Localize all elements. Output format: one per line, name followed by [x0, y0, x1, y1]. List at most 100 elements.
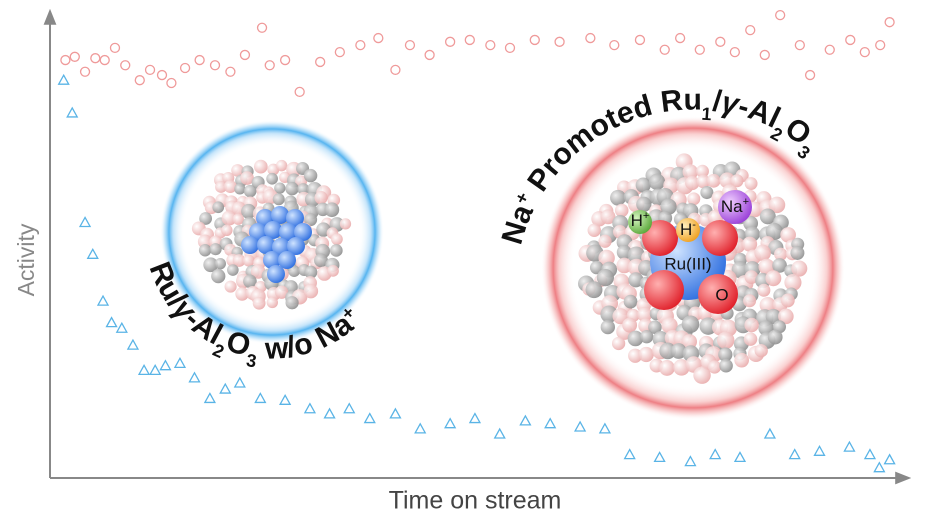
point	[137, 364, 151, 376]
point	[653, 451, 666, 463]
atom	[744, 177, 758, 190]
point	[404, 39, 416, 51]
atom	[227, 264, 239, 276]
point	[875, 39, 886, 51]
point	[873, 461, 886, 473]
atom	[758, 320, 774, 336]
atom	[685, 175, 700, 191]
point	[863, 448, 877, 460]
point	[233, 376, 246, 388]
y-axis-label: Activity	[13, 223, 39, 296]
point	[684, 455, 697, 467]
atom	[288, 265, 301, 278]
sodium-label: Na+	[721, 196, 749, 217]
atom	[639, 329, 654, 344]
atom	[232, 254, 246, 267]
point	[519, 414, 532, 426]
points	[57, 9, 896, 473]
label-part: -	[692, 219, 696, 231]
point	[804, 69, 816, 81]
atom	[648, 173, 666, 191]
atom	[241, 203, 257, 219]
point	[845, 34, 856, 46]
atom	[754, 244, 771, 262]
atom	[791, 260, 808, 277]
atom	[596, 269, 615, 287]
point	[134, 75, 145, 86]
point	[159, 359, 172, 371]
atom	[235, 287, 249, 301]
atom	[744, 317, 759, 333]
point	[554, 36, 565, 47]
ru-atom	[271, 206, 289, 224]
point	[149, 364, 162, 376]
atom	[223, 180, 237, 194]
point	[99, 54, 110, 66]
point	[109, 42, 121, 54]
atom	[303, 168, 318, 183]
atom	[331, 233, 343, 246]
point	[485, 39, 496, 51]
point	[115, 321, 128, 333]
label-part: 1	[701, 104, 712, 125]
point	[239, 49, 251, 61]
point	[468, 412, 482, 424]
point	[86, 247, 99, 259]
atom	[339, 218, 352, 230]
point	[209, 60, 221, 71]
atom	[628, 272, 644, 288]
point	[225, 66, 236, 77]
atom	[681, 334, 698, 350]
point	[859, 46, 870, 58]
point	[373, 32, 384, 44]
atom	[234, 183, 246, 195]
atom	[275, 159, 288, 172]
atom	[274, 182, 286, 194]
atom	[303, 283, 319, 299]
atom	[734, 352, 750, 368]
point	[279, 393, 292, 405]
atom	[636, 196, 652, 213]
point	[609, 39, 620, 51]
atom	[297, 183, 310, 195]
ru-atom	[249, 223, 267, 241]
atom	[717, 331, 735, 350]
atom	[266, 172, 278, 185]
oxygen-label: O	[715, 285, 728, 304]
point	[729, 46, 741, 58]
point	[173, 357, 187, 368]
point	[279, 54, 291, 66]
atom	[329, 244, 343, 257]
atom	[719, 172, 736, 189]
point	[414, 422, 427, 434]
ru-atom	[287, 237, 305, 255]
point	[529, 34, 540, 46]
point	[634, 34, 646, 46]
na-atom	[718, 190, 752, 224]
atom	[221, 224, 233, 236]
point	[585, 32, 596, 44]
atom	[327, 265, 339, 277]
o-atom	[642, 220, 678, 256]
atom	[314, 191, 328, 205]
atom	[743, 294, 757, 308]
point	[194, 54, 205, 66]
ru-atom	[263, 251, 281, 269]
atom	[600, 319, 615, 335]
atom	[274, 285, 289, 299]
point	[674, 32, 686, 44]
atom	[670, 343, 687, 359]
point	[444, 417, 457, 429]
atom	[598, 234, 612, 248]
atom	[199, 212, 213, 225]
point	[573, 420, 587, 432]
point	[843, 440, 856, 452]
ru-atom	[264, 221, 282, 239]
point	[884, 17, 895, 28]
point	[57, 73, 70, 85]
label-part: Na	[721, 197, 743, 216]
point	[775, 9, 786, 21]
point	[788, 448, 801, 460]
point	[78, 216, 92, 228]
